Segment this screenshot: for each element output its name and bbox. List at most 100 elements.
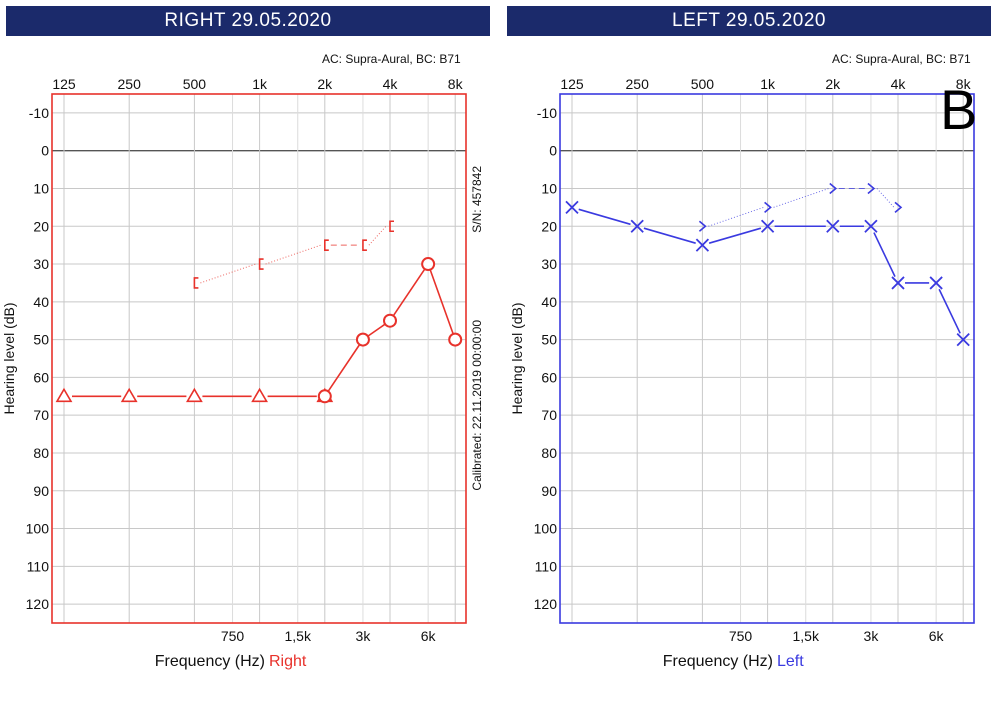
y-tick-label: 20 bbox=[541, 218, 557, 234]
y-tick-label: 10 bbox=[33, 180, 49, 196]
data-point-triangle bbox=[55, 387, 73, 403]
y-tick-label: 30 bbox=[541, 256, 557, 272]
data-point-chevron bbox=[894, 201, 903, 213]
y-tick-label: -10 bbox=[537, 105, 557, 121]
x-tick-label-top: 125 bbox=[560, 76, 584, 92]
x-tick-label-top: 250 bbox=[118, 76, 142, 92]
data-point-x bbox=[956, 332, 970, 347]
y-tick-label: 120 bbox=[26, 596, 50, 612]
y-tick-label: 70 bbox=[33, 407, 49, 423]
y-axis-label: Hearing level (dB) bbox=[509, 302, 525, 414]
data-point-triangle bbox=[120, 387, 138, 403]
left-audiogram: -10 0 10 20 30 40 50 60 70 80 90 100 110 120 125 250 500… bbox=[509, 76, 975, 670]
right-audiogram: -10 0 10 20 30 40 50 60 70 80 90 100 110 120 125 250 500… bbox=[1, 76, 484, 670]
x-axis-label-side: Right bbox=[269, 653, 307, 670]
data-point-chevron bbox=[829, 182, 838, 195]
x-axis-label: Frequency (Hz) bbox=[155, 653, 265, 670]
y-tick-label: 90 bbox=[541, 483, 557, 499]
bc-connector bbox=[200, 263, 256, 284]
x-tick-label-bottom: 1,5k bbox=[285, 628, 312, 644]
y-tick-label: 120 bbox=[534, 596, 558, 612]
ac-connector bbox=[327, 344, 360, 392]
figure-letter: B bbox=[940, 78, 978, 141]
x-tick-label-top: 500 bbox=[691, 76, 715, 92]
bc-connector bbox=[708, 206, 764, 227]
y-axis-label: Hearing level (dB) bbox=[1, 302, 17, 414]
y-tick-label: 110 bbox=[535, 558, 558, 574]
x-tick-label-top: 1k bbox=[252, 76, 268, 92]
x-tick-label-bottom: 6k bbox=[929, 628, 945, 644]
ac-connector bbox=[392, 268, 426, 316]
y-tick-label: 50 bbox=[541, 332, 557, 348]
data-point-x bbox=[630, 219, 644, 233]
data-point-x bbox=[826, 219, 840, 233]
bc-connector bbox=[368, 225, 387, 246]
right-panel-subtitle: AC: Supra-Aural, BC: B71 bbox=[322, 52, 461, 66]
plot-frame bbox=[51, 93, 467, 624]
data-point-bracket bbox=[324, 239, 329, 251]
left-panel-title: LEFT 29.05.2020 bbox=[507, 6, 991, 36]
x-tick-label-top: 2k bbox=[825, 76, 841, 92]
x-axis-label: Frequency (Hz) bbox=[663, 653, 773, 670]
ac-connector bbox=[578, 208, 631, 226]
x-tick-label-top: 4k bbox=[383, 76, 399, 92]
y-tick-label: 100 bbox=[26, 521, 50, 537]
y-tick-label: -10 bbox=[29, 105, 49, 121]
left-panel-subtitle: AC: Supra-Aural, BC: B71 bbox=[832, 52, 971, 66]
right-panel-title: RIGHT 29.05.2020 bbox=[6, 6, 490, 36]
data-point-circle bbox=[355, 332, 370, 347]
y-tick-label: 90 bbox=[33, 483, 49, 499]
data-point-x bbox=[565, 200, 579, 214]
y-tick-label: 80 bbox=[33, 445, 49, 461]
data-point-x bbox=[891, 276, 905, 290]
y-tick-label: 110 bbox=[27, 558, 50, 574]
x-tick-label-top: 4k bbox=[891, 76, 907, 92]
data-point-bracket bbox=[362, 239, 367, 251]
x-tick-label-top: 250 bbox=[626, 76, 650, 92]
y-tick-label: 80 bbox=[541, 445, 557, 461]
ac-connector bbox=[708, 227, 762, 244]
x-tick-label-bottom: 3k bbox=[864, 628, 880, 644]
y-tick-label: 50 bbox=[33, 332, 49, 348]
ac-connector bbox=[643, 227, 696, 244]
x-tick-label-bottom: 750 bbox=[221, 628, 245, 644]
ac-connector bbox=[429, 269, 454, 334]
serial-number-text: S/N: 457842 bbox=[470, 166, 484, 233]
y-tick-label: 100 bbox=[534, 521, 558, 537]
data-point-x bbox=[929, 276, 943, 290]
y-tick-label: 40 bbox=[33, 294, 49, 310]
data-point-circle bbox=[421, 257, 436, 272]
y-tick-label: 10 bbox=[541, 180, 557, 196]
data-point-triangle bbox=[186, 387, 203, 403]
bc-connector bbox=[265, 244, 321, 265]
data-point-circle bbox=[383, 313, 397, 328]
x-tick-label-top: 8k bbox=[956, 76, 972, 92]
data-point-bracket bbox=[193, 277, 199, 289]
data-point-chevron bbox=[764, 201, 772, 213]
ac-connector bbox=[873, 232, 896, 277]
x-tick-label-top: 2k bbox=[317, 76, 333, 92]
y-tick-label: 40 bbox=[541, 294, 557, 310]
ac-connector bbox=[367, 323, 386, 337]
bc-connector bbox=[876, 188, 895, 208]
data-point-chevron bbox=[867, 182, 876, 195]
x-tick-label-bottom: 3k bbox=[356, 628, 372, 644]
x-tick-label-bottom: 1,5k bbox=[793, 628, 820, 644]
x-tick-label-top: 500 bbox=[183, 76, 207, 92]
y-tick-label: 60 bbox=[541, 369, 557, 385]
y-tick-label: 0 bbox=[41, 143, 49, 159]
calibration-text: Calibrated: 22.11.2019 00:00:00 bbox=[470, 320, 484, 491]
data-point-bracket bbox=[389, 220, 394, 233]
data-point-circle bbox=[317, 389, 332, 404]
ac-connector bbox=[938, 288, 961, 334]
data-point-bracket bbox=[258, 258, 264, 270]
x-tick-label-top: 125 bbox=[52, 76, 76, 92]
data-point-x bbox=[760, 219, 775, 233]
data-point-chevron bbox=[698, 220, 707, 232]
x-tick-label-top: 1k bbox=[760, 76, 776, 92]
y-tick-label: 0 bbox=[549, 143, 557, 159]
plot-frame bbox=[559, 93, 975, 624]
bc-connector bbox=[773, 187, 829, 208]
x-axis-label-side: Left bbox=[777, 653, 804, 670]
data-point-circle bbox=[448, 332, 463, 347]
